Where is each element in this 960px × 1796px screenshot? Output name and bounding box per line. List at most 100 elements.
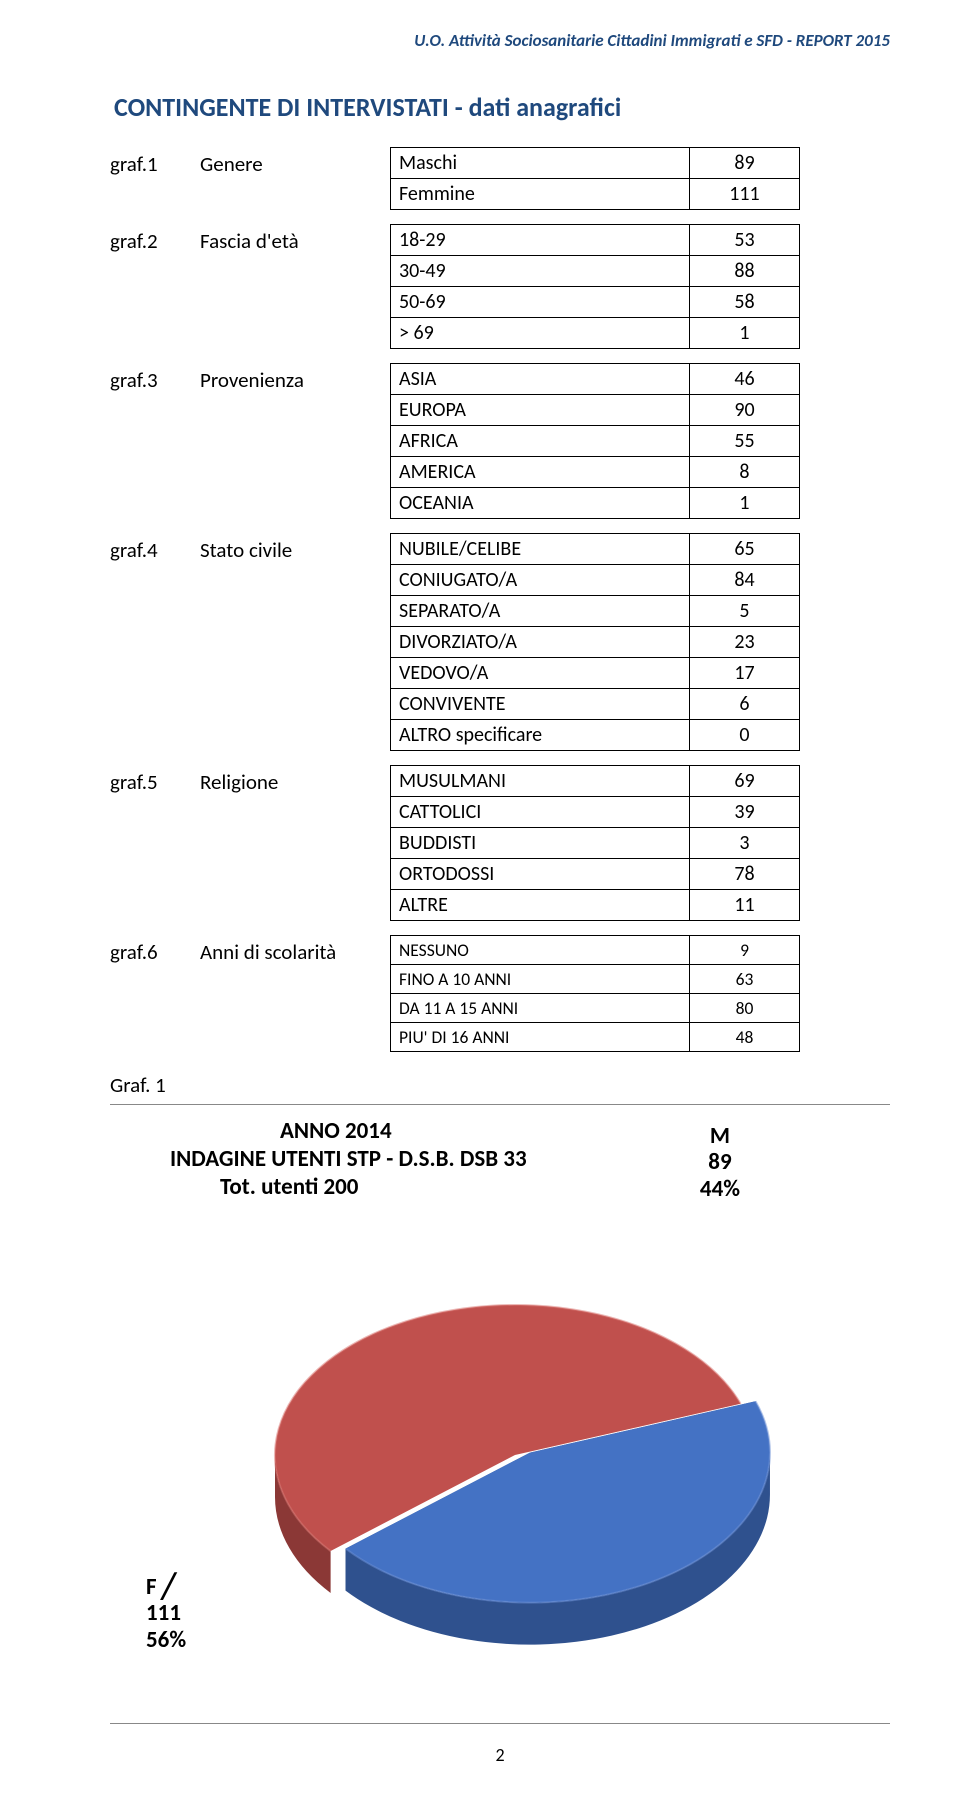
row-value: 89 (690, 148, 800, 179)
mini-table: ASIA46EUROPA90AFRICA55AMERICA8OCEANIA1 (390, 363, 800, 519)
block-id: graf.2 (110, 224, 200, 254)
leader-line-icon: ╱ (157, 1573, 176, 1601)
f-name: F (146, 1573, 157, 1601)
row-value: 84 (690, 565, 800, 596)
chart-frame: ANNO 2014 INDAGINE UTENTI STP - D.S.B. D… (110, 1104, 890, 1724)
row-key: DIVORZIATO/A (391, 627, 690, 658)
row-key: ORTODOSSI (391, 859, 690, 890)
row-key: EUROPA (391, 395, 690, 426)
row-key: 50-69 (391, 287, 690, 318)
block-label: Stato civile (200, 533, 390, 563)
row-key: AFRICA (391, 426, 690, 457)
row-value: 6 (690, 689, 800, 720)
row-value: 3 (690, 828, 800, 859)
row-value: 9 (690, 936, 800, 965)
table-row: 50-6958 (391, 287, 800, 318)
mini-table: NUBILE/CELIBE65CONIUGATO/A84SEPARATO/A5D… (390, 533, 800, 751)
chart-titles: ANNO 2014 INDAGINE UTENTI STP - D.S.B. D… (170, 1117, 527, 1201)
block-label: Fascia d'età (200, 224, 390, 254)
table-row: PIU' DI 16 ANNI48 (391, 1023, 800, 1052)
row-key: CATTOLICI (391, 797, 690, 828)
row-value: 65 (690, 534, 800, 565)
table-row: AMERICA8 (391, 457, 800, 488)
row-value: 8 (690, 457, 800, 488)
mini-table: Maschi89Femmine111 (390, 147, 800, 210)
table-row: CATTOLICI39 (391, 797, 800, 828)
m-percent: 44% (700, 1176, 740, 1202)
table-row: MUSULMANI69 (391, 766, 800, 797)
table-row: VEDOVO/A17 (391, 658, 800, 689)
data-block: graf.2Fascia d'età18-295330-498850-6958>… (110, 224, 890, 349)
row-key: VEDOVO/A (391, 658, 690, 689)
block-label: Religione (200, 765, 390, 795)
m-name: M (700, 1123, 740, 1149)
mini-table: NESSUNO9FINO A 10 ANNI63DA 11 A 15 ANNI8… (390, 935, 800, 1052)
row-value: 80 (690, 994, 800, 1023)
row-key: Maschi (391, 148, 690, 179)
row-key: NUBILE/CELIBE (391, 534, 690, 565)
row-key: Femmine (391, 179, 690, 210)
row-value: 39 (690, 797, 800, 828)
table-row: ASIA46 (391, 364, 800, 395)
section-title: CONTINGENTE DI INTERVISTATI - dati anagr… (114, 91, 890, 123)
row-value: 111 (690, 179, 800, 210)
row-key: SEPARATO/A (391, 596, 690, 627)
pie-chart (235, 1225, 795, 1685)
row-key: NESSUNO (391, 936, 690, 965)
row-value: 5 (690, 596, 800, 627)
row-key: 30-49 (391, 256, 690, 287)
table-row: Maschi89 (391, 148, 800, 179)
row-key: ALTRE (391, 890, 690, 921)
row-value: 63 (690, 965, 800, 994)
data-block: graf.4Stato civileNUBILE/CELIBE65CONIUGA… (110, 533, 890, 751)
m-value: 89 (700, 1149, 740, 1175)
row-key: CONIUGATO/A (391, 565, 690, 596)
row-value: 55 (690, 426, 800, 457)
row-key: FINO A 10 ANNI (391, 965, 690, 994)
block-label: Genere (200, 147, 390, 177)
table-row: AFRICA55 (391, 426, 800, 457)
table-row: CONVIVENTE6 (391, 689, 800, 720)
row-key: ALTRO specificare (391, 720, 690, 751)
row-value: 1 (690, 318, 800, 349)
table-row: FINO A 10 ANNI63 (391, 965, 800, 994)
block-id: graf.5 (110, 765, 200, 795)
mini-table: MUSULMANI69CATTOLICI39BUDDISTI3ORTODOSSI… (390, 765, 800, 921)
block-id: graf.6 (110, 935, 200, 965)
page-number: 2 (110, 1744, 890, 1766)
block-id: graf.1 (110, 147, 200, 177)
row-value: 1 (690, 488, 800, 519)
row-value: 58 (690, 287, 800, 318)
table-row: ALTRO specificare0 (391, 720, 800, 751)
data-block: graf.6Anni di scolaritàNESSUNO9FINO A 10… (110, 935, 890, 1052)
row-key: ASIA (391, 364, 690, 395)
table-row: ALTRE11 (391, 890, 800, 921)
row-key: AMERICA (391, 457, 690, 488)
row-key: 18-29 (391, 225, 690, 256)
table-row: 18-2953 (391, 225, 800, 256)
row-value: 69 (690, 766, 800, 797)
table-row: BUDDISTI3 (391, 828, 800, 859)
row-key: MUSULMANI (391, 766, 690, 797)
row-value: 48 (690, 1023, 800, 1052)
row-key: OCEANIA (391, 488, 690, 519)
data-block: graf.5ReligioneMUSULMANI69CATTOLICI39BUD… (110, 765, 890, 921)
block-id: graf.3 (110, 363, 200, 393)
table-row: DA 11 A 15 ANNI80 (391, 994, 800, 1023)
table-row: NESSUNO9 (391, 936, 800, 965)
row-value: 11 (690, 890, 800, 921)
data-block: graf.3ProvenienzaASIA46EUROPA90AFRICA55A… (110, 363, 890, 519)
table-row: NUBILE/CELIBE65 (391, 534, 800, 565)
f-value: 111 (146, 1600, 186, 1626)
report-header: U.O. Attività Sociosanitarie Cittadini I… (110, 30, 890, 51)
table-row: ORTODOSSI78 (391, 859, 800, 890)
row-value: 0 (690, 720, 800, 751)
table-row: OCEANIA1 (391, 488, 800, 519)
table-row: 30-4988 (391, 256, 800, 287)
tables-container: graf.1GenereMaschi89Femmine111graf.2Fasc… (110, 147, 890, 1052)
row-value: 90 (690, 395, 800, 426)
row-value: 53 (690, 225, 800, 256)
row-value: 17 (690, 658, 800, 689)
chart-f-label: F ╱ 111 56% (146, 1574, 186, 1653)
row-key: > 69 (391, 318, 690, 349)
